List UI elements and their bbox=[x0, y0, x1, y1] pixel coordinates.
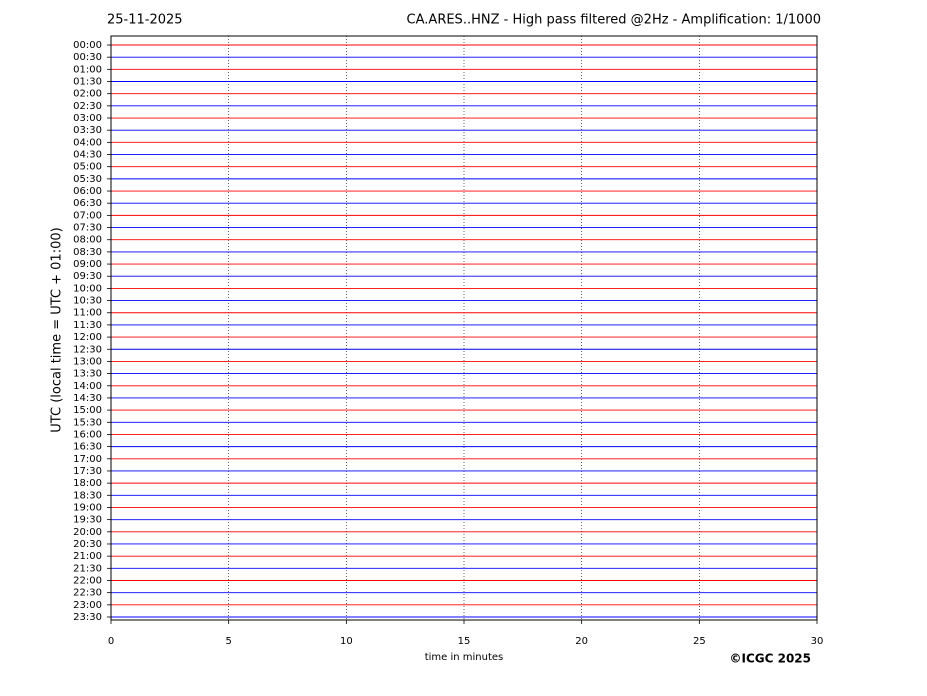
y-tick-label: 18:30 bbox=[73, 490, 102, 501]
x-tick-label: 15 bbox=[458, 636, 471, 647]
y-tick-label: 00:30 bbox=[73, 52, 102, 63]
plot-frame bbox=[110, 35, 818, 621]
y-tick-label: 01:30 bbox=[73, 77, 102, 88]
y-tick-label: 13:30 bbox=[73, 369, 102, 380]
y-tick-label: 00:00 bbox=[73, 40, 102, 51]
y-tick-label: 21:30 bbox=[73, 563, 102, 574]
y-tick-label: 06:00 bbox=[73, 186, 102, 197]
y-tick-label: 15:00 bbox=[73, 405, 102, 416]
y-tick-label: 23:30 bbox=[73, 612, 102, 623]
y-tick-label: 09:00 bbox=[73, 259, 102, 270]
y-tick-label: 22:30 bbox=[73, 588, 102, 599]
y-tick-label: 11:00 bbox=[73, 308, 102, 319]
y-tick-label: 10:00 bbox=[73, 283, 102, 294]
x-tick-label: 25 bbox=[693, 636, 706, 647]
y-tick-label: 03:30 bbox=[73, 125, 102, 136]
y-tick-label: 13:00 bbox=[73, 356, 102, 367]
x-tick-label: 10 bbox=[340, 636, 353, 647]
y-tick-label: 02:00 bbox=[73, 89, 102, 100]
y-tick-label: 08:00 bbox=[73, 235, 102, 246]
y-tick-label: 17:30 bbox=[73, 466, 102, 477]
chart-title: CA.ARES..HNZ - High pass filtered @2Hz -… bbox=[407, 13, 821, 28]
y-tick-label: 17:00 bbox=[73, 454, 102, 465]
y-tick-label: 15:30 bbox=[73, 417, 102, 428]
y-tick-label: 16:30 bbox=[73, 442, 102, 453]
y-tick-label: 12:00 bbox=[73, 332, 102, 343]
y-tick-label: 23:00 bbox=[73, 600, 102, 611]
y-tick-label: 20:00 bbox=[73, 527, 102, 538]
x-tick-label: 5 bbox=[225, 636, 231, 647]
x-tick-label: 0 bbox=[108, 636, 114, 647]
y-tick-label: 05:00 bbox=[73, 162, 102, 173]
y-tick-label: 02:30 bbox=[73, 101, 102, 112]
y-tick-label: 05:30 bbox=[73, 174, 102, 185]
y-tick-label: 11:30 bbox=[73, 320, 102, 331]
y-tick-label: 07:30 bbox=[73, 223, 102, 234]
y-tick-label: 20:30 bbox=[73, 539, 102, 550]
y-tick-label: 04:30 bbox=[73, 150, 102, 161]
y-tick-label: 10:30 bbox=[73, 296, 102, 307]
y-tick-label: 19:00 bbox=[73, 502, 102, 513]
y-tick-label: 14:30 bbox=[73, 393, 102, 404]
y-tick-label: 09:30 bbox=[73, 271, 102, 282]
y-tick-label: 08:30 bbox=[73, 247, 102, 258]
y-tick-label: 19:30 bbox=[73, 515, 102, 526]
copyright: ©ICGC 2025 bbox=[729, 652, 811, 666]
y-tick-label: 04:00 bbox=[73, 137, 102, 148]
x-tick-label: 20 bbox=[575, 636, 588, 647]
y-tick-label: 01:00 bbox=[73, 64, 102, 75]
y-tick-label: 06:30 bbox=[73, 198, 102, 209]
y-axis-label: UTC (local time = UTC + 01:00) bbox=[50, 227, 65, 432]
y-tick-label: 16:00 bbox=[73, 429, 102, 440]
x-tick-label: 30 bbox=[811, 636, 824, 647]
y-tick-label: 03:00 bbox=[73, 113, 102, 124]
y-tick-label: 07:00 bbox=[73, 210, 102, 221]
y-tick-label: 18:00 bbox=[73, 478, 102, 489]
date-title: 25-11-2025 bbox=[107, 13, 183, 28]
y-tick-label: 12:30 bbox=[73, 344, 102, 355]
y-tick-label: 14:00 bbox=[73, 381, 102, 392]
y-tick-label: 22:00 bbox=[73, 575, 102, 586]
y-tick-label: 21:00 bbox=[73, 551, 102, 562]
x-axis-label: time in minutes bbox=[425, 652, 504, 663]
